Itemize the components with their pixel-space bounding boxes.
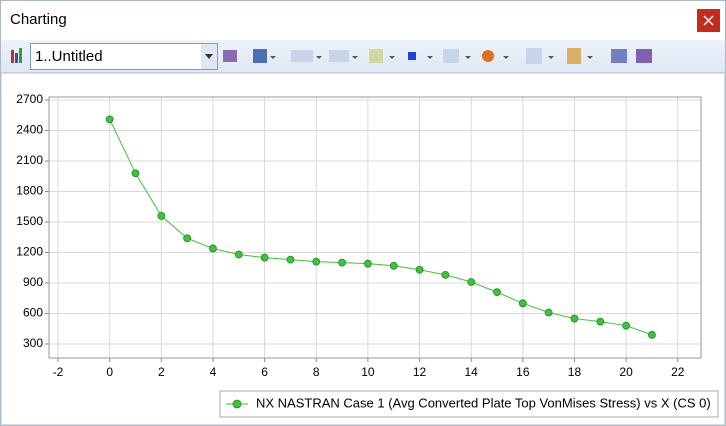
x-tick-label: -2 bbox=[53, 365, 64, 379]
chart: 300 600 900 1200 1500 1800 2100 2400 2700 -2 0 2 4 6 8… bbox=[1, 73, 725, 425]
chart-icon[interactable] bbox=[11, 48, 22, 63]
data-point bbox=[131, 169, 140, 178]
data-point bbox=[518, 299, 527, 308]
x-tick-label: 2 bbox=[158, 365, 165, 379]
series-line bbox=[109, 119, 653, 336]
y-tick-label: 1200 bbox=[16, 245, 43, 259]
y-tick-label: 1800 bbox=[16, 184, 43, 198]
data-point bbox=[105, 115, 114, 124]
y-tick-label: 1500 bbox=[16, 214, 43, 228]
chart-area-border bbox=[1, 73, 725, 425]
chart-selector-text: 1..Untitled bbox=[35, 48, 103, 65]
data-point bbox=[363, 259, 372, 268]
data-point bbox=[389, 261, 398, 270]
y-tick-label: 600 bbox=[23, 306, 43, 320]
data-point bbox=[234, 250, 243, 259]
tool-icons[interactable] bbox=[223, 48, 652, 64]
data-point bbox=[312, 257, 321, 266]
dropdown-arrow bbox=[205, 54, 213, 59]
legend-marker bbox=[232, 399, 242, 409]
x-tick-label: 6 bbox=[261, 365, 268, 379]
legend: NX NASTRAN Case 1 (Avg Converted Plate T… bbox=[219, 390, 719, 418]
x-tick-label: 18 bbox=[568, 365, 582, 379]
data-point bbox=[467, 278, 476, 286]
legend-box bbox=[219, 390, 719, 418]
toolbar: 1..Untitled bbox=[1, 40, 725, 73]
data-point bbox=[648, 330, 656, 339]
x-tick-label: 20 bbox=[619, 365, 633, 379]
x-tick-label: 8 bbox=[313, 365, 320, 379]
toolbar-icons bbox=[11, 48, 652, 64]
data-point bbox=[415, 265, 424, 274]
y-tick-label: 2700 bbox=[16, 92, 43, 106]
data-point bbox=[209, 244, 217, 253]
data-point bbox=[493, 288, 501, 297]
data-point bbox=[544, 308, 553, 317]
data-point bbox=[441, 270, 450, 279]
x-tick-label: 0 bbox=[106, 365, 113, 379]
close-icon bbox=[703, 15, 714, 26]
x-tick-label: 4 bbox=[210, 365, 217, 379]
legend-label: NX NASTRAN Case 1 (Avg Converted Plate T… bbox=[256, 395, 711, 410]
close-button[interactable] bbox=[697, 9, 720, 32]
data-point bbox=[286, 255, 295, 264]
data-point bbox=[596, 317, 605, 326]
x-tick-label: 12 bbox=[413, 365, 427, 379]
x-tick-label: 16 bbox=[516, 365, 530, 379]
title-bar: Charting bbox=[1, 1, 725, 39]
x-tick-label: 14 bbox=[465, 365, 479, 379]
y-tick-label: 900 bbox=[23, 275, 43, 289]
dropdown-button[interactable] bbox=[201, 44, 217, 69]
window-title: Charting bbox=[10, 11, 67, 28]
data-point bbox=[570, 314, 579, 323]
data-point bbox=[260, 253, 269, 262]
chart-selector[interactable]: 1..Untitled bbox=[30, 43, 218, 70]
data-point bbox=[622, 321, 631, 330]
x-tick-label: 10 bbox=[361, 365, 375, 379]
data-point bbox=[157, 212, 166, 220]
x-tick-label: 22 bbox=[671, 365, 685, 379]
data-point bbox=[183, 234, 192, 243]
y-tick-label: 2100 bbox=[16, 153, 43, 167]
y-tick-label: 2400 bbox=[16, 123, 43, 137]
y-tick-label: 300 bbox=[23, 336, 43, 350]
plot-border bbox=[48, 96, 702, 359]
data-point bbox=[338, 258, 346, 267]
